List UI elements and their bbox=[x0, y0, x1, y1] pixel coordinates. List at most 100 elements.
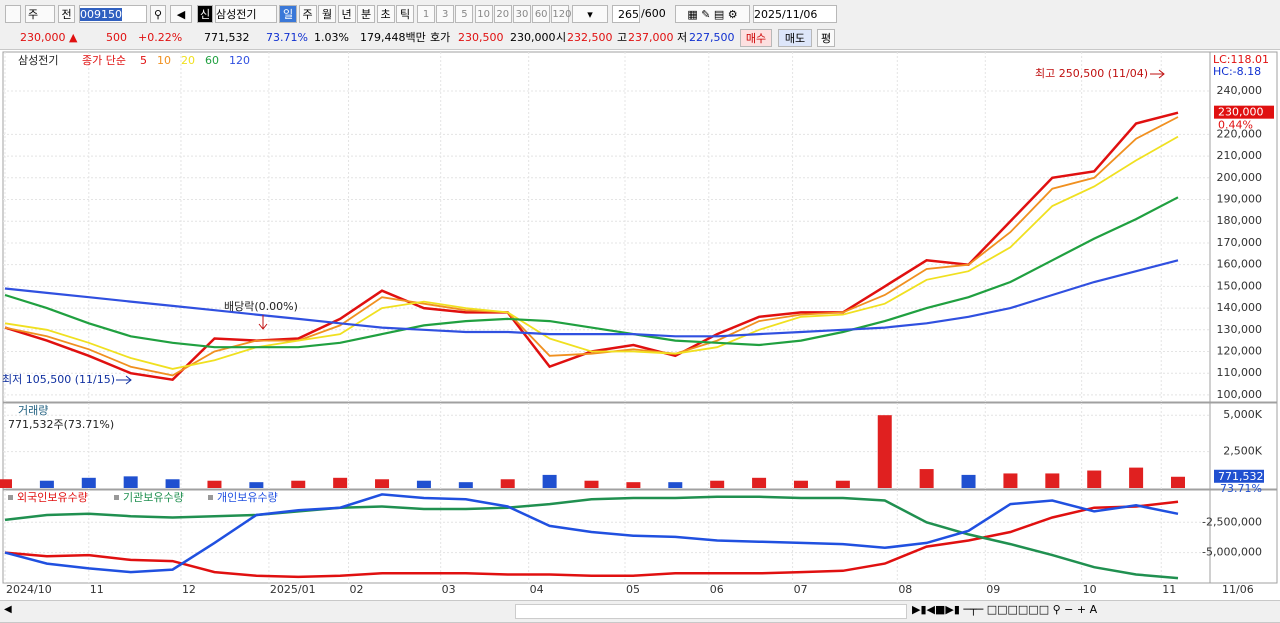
interval-button[interactable]: 5 bbox=[455, 5, 474, 23]
volume-bar bbox=[333, 477, 348, 488]
y-tick-label: 120,000 bbox=[1217, 344, 1263, 357]
legend-swatch bbox=[8, 495, 13, 500]
volume-title: 거래량 bbox=[18, 404, 48, 417]
series-line bbox=[4, 135, 1179, 370]
volume-bar bbox=[291, 480, 306, 488]
quote-bar: 230,000 ▲ 500 +0.22% 771,532 73.71% 1.03… bbox=[0, 28, 1280, 50]
date[interactable]: 2025/11/06 bbox=[753, 5, 837, 23]
panel bbox=[2, 51, 1278, 403]
chart: 100,000 110,000 120,000 130,000 140,000 150,0… bbox=[0, 51, 1278, 596]
volume-bar bbox=[626, 482, 641, 488]
y-tick-label: 220,000 bbox=[1217, 127, 1263, 140]
volume-summary: 771,532주(73.71%) bbox=[8, 418, 114, 431]
volume-bar bbox=[752, 477, 767, 488]
volume-bar bbox=[584, 480, 599, 488]
legend-item: 개인보유수량 bbox=[217, 491, 278, 504]
open-label: 시 bbox=[556, 31, 567, 44]
period-button[interactable]: 년 bbox=[337, 5, 356, 23]
interval-button[interactable]: 30 bbox=[513, 5, 531, 23]
stock-name[interactable]: 삼성전기 bbox=[215, 5, 277, 23]
count-max: /600 bbox=[641, 7, 666, 20]
y-tick-label: 140,000 bbox=[1217, 301, 1263, 314]
interval-button[interactable]: 20 bbox=[493, 5, 512, 23]
speaker[interactable]: ◀ bbox=[170, 5, 192, 23]
period-button[interactable]: 초 bbox=[376, 5, 395, 23]
price-tag-rate: 0.44% bbox=[1218, 119, 1253, 132]
scrollbar[interactable]: ◀ ▶▮◀■▶▮ ─┬─ □□□□□□ ⚲ − + A bbox=[0, 600, 1280, 623]
volume-bar bbox=[542, 474, 557, 488]
y-tick-label: 110,000 bbox=[1217, 366, 1263, 379]
interval-button[interactable]: 10 bbox=[474, 5, 493, 23]
x-tick-label: 10 bbox=[1083, 583, 1097, 596]
volume-tag-rate: 73.71% bbox=[1220, 482, 1262, 495]
legend-swatch bbox=[114, 495, 119, 500]
new[interactable]: 신 bbox=[197, 5, 213, 23]
price: 230,000 ▲ bbox=[20, 31, 78, 44]
code-input[interactable]: 009150 bbox=[79, 5, 147, 23]
code: 009150 bbox=[80, 8, 122, 21]
series-line bbox=[4, 259, 1179, 338]
count[interactable]: 265 bbox=[612, 5, 640, 23]
interval-button[interactable]: 60 bbox=[532, 5, 551, 23]
market[interactable]: 주 bbox=[25, 5, 55, 23]
high: 237,000 bbox=[628, 31, 674, 44]
arrow bbox=[258, 315, 268, 330]
volume-tag: 771,532 bbox=[1218, 470, 1264, 483]
interval-button[interactable]: 120 bbox=[551, 5, 571, 23]
open: 232,500 bbox=[567, 31, 613, 44]
prev[interactable]: 전 bbox=[58, 5, 75, 23]
y-tick-label: 130,000 bbox=[1217, 323, 1263, 336]
arrow bbox=[116, 375, 132, 385]
x-tick-label: 11 bbox=[1162, 583, 1176, 596]
search[interactable]: ⚲ bbox=[150, 5, 166, 23]
period-button[interactable]: 월 bbox=[318, 5, 336, 23]
y-tick-label: 5,000K bbox=[1223, 408, 1262, 421]
volume-bar bbox=[1087, 470, 1102, 488]
sell[interactable]: 매도 bbox=[778, 29, 812, 47]
x-tick-label: 05 bbox=[626, 583, 640, 596]
period-button[interactable]: 주 bbox=[298, 5, 317, 23]
panel bbox=[2, 489, 1278, 584]
avg[interactable]: 평 bbox=[817, 29, 835, 47]
legend-item: 10 bbox=[157, 54, 171, 67]
y-tick-label: -2,500,000 bbox=[1202, 515, 1262, 528]
price-tag: 230,000 bbox=[1218, 106, 1264, 119]
volume-bar bbox=[249, 482, 264, 488]
buy[interactable]: 매수 bbox=[740, 29, 772, 47]
low: 227,500 bbox=[689, 31, 735, 44]
legend-item: 외국인보유수량 bbox=[17, 491, 88, 504]
amount: 179,448백만 bbox=[360, 31, 426, 44]
interval-button[interactable]: 1 bbox=[417, 5, 435, 23]
volume-bar bbox=[165, 479, 180, 488]
x-tick-label: 07 bbox=[794, 583, 808, 596]
series-line bbox=[4, 196, 1179, 349]
low-note: 최저 105,500 (11/15) bbox=[2, 373, 115, 386]
volume-rate: 73.71% bbox=[266, 31, 308, 44]
volume-bar bbox=[416, 480, 431, 488]
volume-bar bbox=[1003, 473, 1018, 488]
bid: 230,000 bbox=[510, 31, 556, 44]
volume-bar bbox=[458, 482, 473, 488]
tools[interactable]: ▦ ✎ ▤ ⚙ bbox=[675, 5, 750, 23]
interval-button[interactable]: 3 bbox=[436, 5, 455, 23]
x-tick-label: 03 bbox=[442, 583, 456, 596]
period-button[interactable]: 분 bbox=[357, 5, 375, 23]
volume-bar bbox=[39, 480, 54, 488]
period-button[interactable]: 일 bbox=[279, 5, 297, 23]
period-button[interactable]: 틱 bbox=[396, 5, 414, 23]
dropdown[interactable]: ▾ bbox=[572, 5, 608, 23]
volume-bar bbox=[81, 477, 96, 488]
x-tick-label: 2024/10 bbox=[6, 583, 52, 596]
price-tag-bg bbox=[1214, 105, 1274, 119]
high-note: 최고 250,500 (11/04) bbox=[1035, 67, 1148, 80]
low-label: 저 bbox=[677, 31, 688, 44]
icon[interactable] bbox=[5, 5, 21, 23]
volume-bar bbox=[835, 480, 850, 488]
volume-bar bbox=[877, 415, 892, 488]
x-end-label: 11/06 bbox=[1222, 583, 1254, 596]
series-line bbox=[4, 116, 1179, 377]
volume-bar bbox=[919, 469, 934, 488]
y-tick-label: 240,000 bbox=[1217, 84, 1263, 97]
